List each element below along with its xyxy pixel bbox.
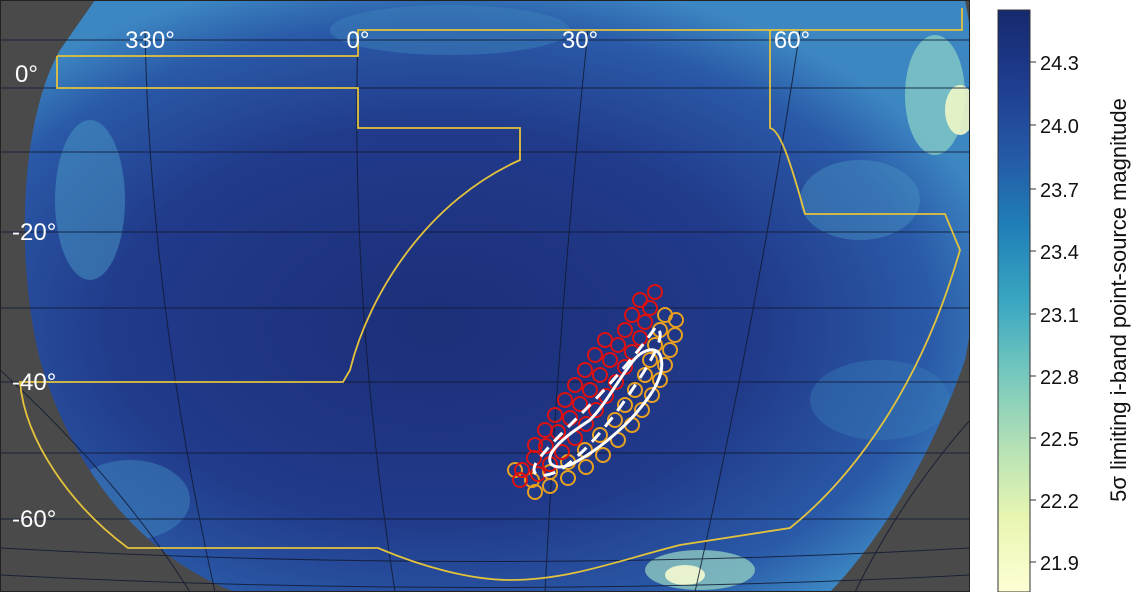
colorbar-tick-label: 22.2	[1040, 491, 1079, 513]
colorbar-tick-label: 24.0	[1040, 116, 1079, 138]
colorbar-tick-label: 23.7	[1040, 180, 1079, 202]
ra-label: 330°	[125, 27, 175, 54]
colorbar-ticks	[1030, 61, 1036, 563]
depth-map	[24, 0, 970, 592]
colorbar-tick-label: 23.1	[1040, 305, 1079, 327]
sky-map: 330° 0° 30° 60° 0° -20° -40° -60°	[0, 0, 970, 592]
localization-contour-solid	[548, 348, 664, 469]
colorbar-tick-label: 24.3	[1040, 53, 1079, 75]
colorbar-tick-label: 21.9	[1040, 553, 1079, 575]
colorbar-title: 5σ limiting i-band point-source magnitud…	[1106, 98, 1131, 502]
colorbar-tick-label: 23.4	[1040, 242, 1079, 264]
dec-label: -20°	[12, 219, 56, 246]
colorbar-tick-label: 22.5	[1040, 429, 1079, 451]
tiling-red	[512, 284, 663, 488]
ra-label: 60°	[774, 27, 810, 54]
colorbar: 24.3 24.0 23.7 23.4 23.1 22.8 22.5 22.2 …	[997, 9, 1131, 592]
dec-label: -40°	[12, 369, 56, 396]
colorbar-gradient	[997, 9, 1031, 592]
localization-contour-dashed	[532, 326, 662, 477]
dec-label: -60°	[12, 506, 56, 533]
dec-label: 0°	[15, 61, 38, 88]
ra-label: 30°	[562, 27, 598, 54]
colorbar-tick-label: 22.8	[1040, 367, 1079, 389]
survey-footprint	[19, 8, 963, 581]
ra-label: 0°	[347, 27, 370, 54]
